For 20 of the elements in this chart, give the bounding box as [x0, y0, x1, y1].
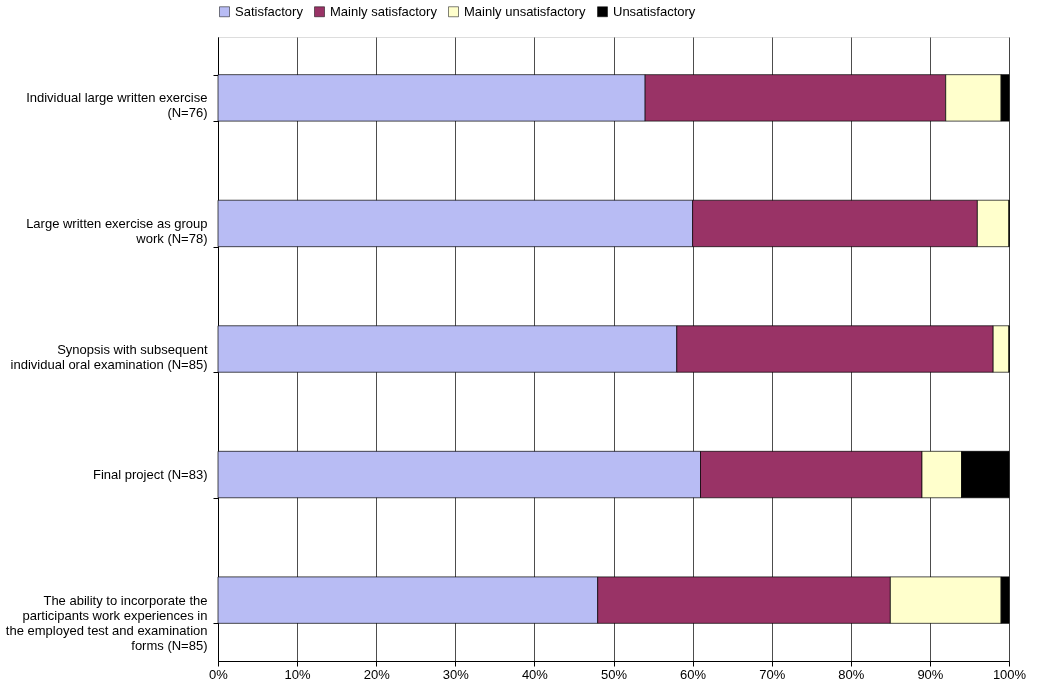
x-tick-label: 70%: [759, 666, 786, 682]
x-tick-label: 80%: [838, 666, 865, 682]
x-tick-label: 0%: [209, 666, 229, 682]
legend-label: Mainly satisfactory: [330, 3, 438, 19]
legend-label: Satisfactory: [235, 3, 304, 19]
x-tick-label: 100%: [992, 666, 1027, 682]
x-tick-label: 30%: [442, 666, 470, 682]
y-tick-label: Large written exercise as group work (N=78): [26, 215, 208, 246]
legend-label: Unsatisfactory: [613, 3, 696, 19]
x-tick-label: 20%: [363, 666, 391, 682]
x-tick-label: 60%: [680, 666, 707, 682]
x-tick-label: 90%: [917, 666, 944, 682]
y-tick-label: Final project (N=83): [92, 467, 208, 483]
legend-label: Mainly unsatisfactory: [464, 3, 586, 19]
y-tick-label: Individual large written exercise (N=76): [26, 90, 208, 121]
x-tick-label: 10%: [284, 666, 312, 682]
x-tick-label: 50%: [600, 666, 628, 682]
x-tick-label: 40%: [521, 666, 549, 682]
y-tick-label: The ability to incorporate the participants work experiences in the employed test and examination forms (N=85): [5, 592, 208, 653]
y-tick-label: Synopsis with subsequent individual oral examination (N=85): [10, 341, 208, 372]
